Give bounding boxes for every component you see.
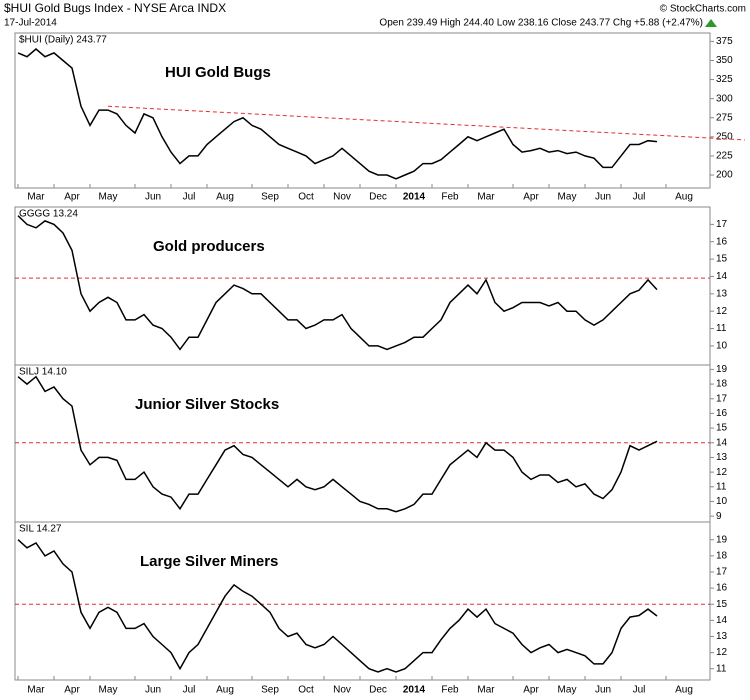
y-tick-label: 18: [716, 379, 728, 390]
y-tick-label: 325: [716, 74, 733, 85]
panel-title: SIL 14.27: [19, 524, 62, 535]
y-tick-label: 17: [716, 567, 728, 578]
x-tick-label: Jul: [183, 192, 196, 203]
x-tick-label: Aug: [216, 685, 234, 696]
y-tick-label: 200: [716, 170, 733, 181]
x-tick-label: 2014: [403, 685, 426, 696]
x-tick-label: Jun: [145, 685, 161, 696]
up-arrow: [705, 19, 717, 27]
price-line: [17, 48, 658, 180]
panel-label: Junior Silver Stocks: [135, 396, 279, 413]
y-tick-label: 14: [716, 437, 728, 448]
panel-title: SILJ 14.10: [19, 367, 67, 378]
y-tick-label: 12: [716, 306, 728, 317]
y-tick-label: 11: [716, 481, 727, 492]
x-tick-label: Feb: [441, 192, 459, 203]
x-tick-label: May: [99, 192, 118, 203]
y-tick-label: 14: [716, 271, 728, 282]
price-line: [17, 375, 658, 513]
x-tick-label: Sep: [261, 685, 279, 696]
y-tick-label: 19: [716, 364, 728, 375]
x-tick-label: Aug: [675, 192, 693, 203]
price-line: [17, 215, 658, 351]
y-tick-label: 350: [716, 55, 733, 66]
y-tick-label: 13: [716, 452, 728, 463]
y-tick-label: 12: [716, 467, 728, 478]
y-tick-label: 14: [716, 615, 728, 626]
y-tick-label: 16: [716, 583, 728, 594]
panel-label: Large Silver Miners: [140, 553, 278, 570]
y-tick-label: 11: [716, 323, 727, 334]
x-tick-label: Mar: [27, 192, 45, 203]
y-tick-label: 375: [716, 36, 733, 47]
x-tick-label: Mar: [477, 685, 495, 696]
y-tick-label: 12: [716, 647, 728, 658]
header-date: 17-Jul-2014: [4, 18, 57, 29]
x-tick-label: Aug: [675, 685, 693, 696]
panel-label: HUI Gold Bugs: [165, 64, 271, 81]
y-tick-label: 9: [716, 511, 722, 522]
y-tick-label: 18: [716, 550, 728, 561]
x-tick-label: Feb: [441, 685, 459, 696]
x-tick-label: May: [558, 192, 577, 203]
x-tick-label: Apr: [64, 685, 80, 696]
x-tick-label: Mar: [477, 192, 495, 203]
y-tick-label: 11: [716, 663, 727, 674]
y-tick-label: 13: [716, 631, 728, 642]
x-tick-label: Oct: [298, 685, 314, 696]
panel-frame: [14, 32, 711, 189]
price-line: [17, 539, 658, 673]
panel-title: GGGG 13.24: [19, 209, 78, 220]
x-tick-label: Jun: [595, 192, 611, 203]
y-tick-label: 16: [716, 236, 728, 247]
y-tick-label: 275: [716, 112, 733, 123]
x-tick-label: Jul: [633, 685, 646, 696]
y-tick-label: 16: [716, 408, 728, 419]
x-tick-label: May: [99, 685, 118, 696]
y-tick-label: 250: [716, 131, 733, 142]
x-tick-label: Apr: [523, 685, 539, 696]
x-tick-label: Dec: [369, 685, 387, 696]
x-tick-label: Aug: [216, 192, 234, 203]
panel-frame: [14, 521, 711, 681]
y-tick-label: 19: [716, 534, 728, 545]
header-source: © StockCharts.com: [660, 4, 746, 15]
y-tick-label: 17: [716, 393, 728, 404]
header-quote: Open 239.49 High 244.40 Low 238.16 Close…: [379, 18, 703, 29]
x-tick-label: Nov: [333, 192, 351, 203]
x-tick-label: Nov: [333, 685, 351, 696]
x-tick-label: Jun: [595, 685, 611, 696]
x-tick-label: Jun: [145, 192, 161, 203]
x-tick-label: Oct: [298, 192, 314, 203]
x-tick-label: 2014: [403, 192, 426, 203]
header-title: $HUI Gold Bugs Index - NYSE Arca INDX: [4, 1, 226, 15]
x-tick-label: Dec: [369, 192, 387, 203]
y-tick-label: 15: [716, 254, 728, 265]
y-tick-label: 17: [716, 219, 728, 230]
x-tick-label: Jul: [633, 192, 646, 203]
y-tick-label: 10: [716, 496, 728, 507]
panel-label: Gold producers: [153, 238, 265, 255]
x-tick-label: Apr: [523, 192, 539, 203]
x-tick-label: Sep: [261, 192, 279, 203]
x-tick-label: May: [558, 685, 577, 696]
y-tick-label: 300: [716, 93, 733, 104]
x-tick-label: Mar: [27, 685, 45, 696]
y-tick-label: 10: [716, 341, 728, 352]
panel-title: $HUI (Daily) 243.77: [19, 35, 107, 46]
y-tick-label: 15: [716, 423, 728, 434]
x-tick-label: Jul: [183, 685, 196, 696]
y-tick-label: 225: [716, 151, 733, 162]
y-tick-label: 15: [716, 599, 728, 610]
y-tick-label: 13: [716, 288, 728, 299]
x-tick-label: Apr: [64, 192, 80, 203]
trend-line: [107, 105, 746, 141]
